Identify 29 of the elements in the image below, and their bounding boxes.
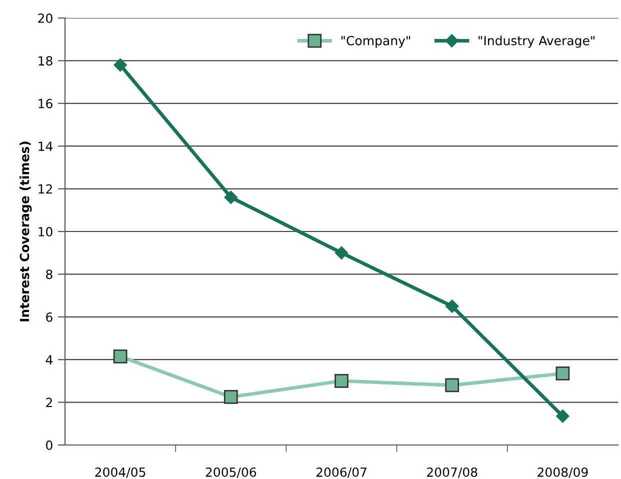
y-axis-title: Interest Coverage (times) [20, 142, 32, 322]
y-tick-label: 14 [38, 142, 52, 151]
point [445, 378, 460, 392]
point [446, 300, 459, 313]
point [556, 366, 570, 380]
point [114, 58, 127, 72]
y-tick-label: 20 [38, 13, 52, 23]
y-tick-label: 16 [38, 98, 52, 108]
y-tick-label: 8 [46, 270, 52, 280]
x-tick-label: 2008/09 [538, 467, 588, 478]
point [113, 349, 128, 364]
point [556, 410, 570, 423]
y-tick-label: 10 [38, 226, 52, 236]
y-tick-label: 0 [46, 440, 52, 450]
y-tick-label: 4 [46, 355, 52, 364]
legend-label: "Industry Average" [478, 36, 594, 48]
x-tick-label: 2007/08 [427, 467, 478, 478]
x-tick-label: 2006/07 [316, 467, 366, 478]
legend-label: "Company" [341, 36, 410, 48]
point [334, 246, 348, 260]
point [224, 190, 238, 204]
y-tick-label: 6 [46, 312, 52, 322]
y-tick-label: 18 [38, 56, 52, 66]
point [224, 390, 238, 404]
point [334, 374, 348, 388]
y-tick-label: 12 [38, 184, 52, 194]
y-tick-label: 2 [46, 398, 52, 408]
x-tick-label: 2004/05 [95, 467, 146, 478]
x-tick-label: 2005/06 [206, 467, 256, 478]
